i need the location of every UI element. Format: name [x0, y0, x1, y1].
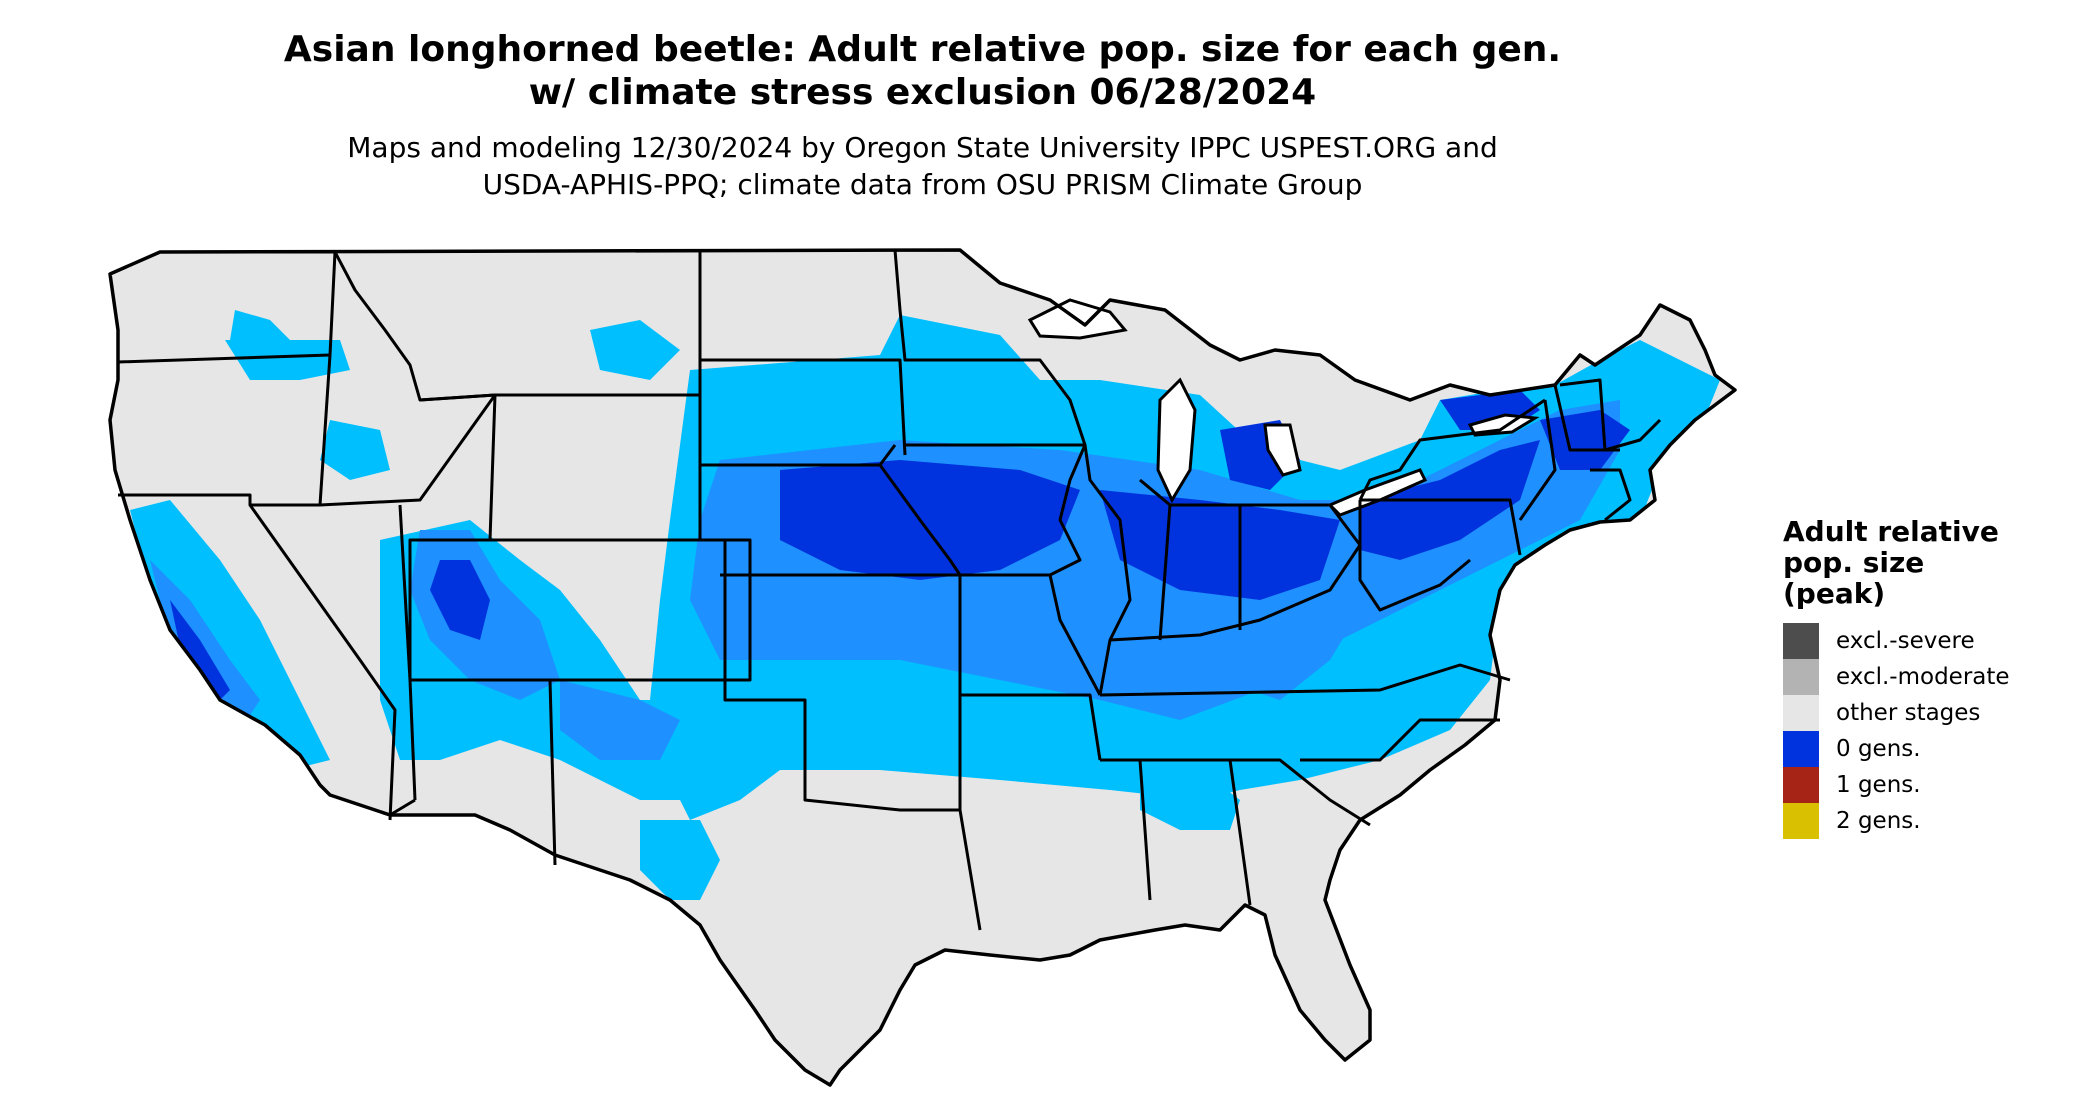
map-title-line-1: Asian longhorned beetle: Adult relative … — [283, 29, 1562, 70]
legend-item-1-gens: 1 gens. — [1783, 767, 2083, 803]
legend-item-0-gens: 0 gens. — [1783, 731, 2083, 767]
lake-huron — [1263, 423, 1302, 477]
legend-title-line-2: pop. size — [1783, 546, 1925, 579]
lake-michigan — [1156, 377, 1197, 504]
map-subtitle-line-1: Maps and modeling 12/30/2024 by Oregon S… — [347, 131, 1498, 164]
legend-title-line-3: (peak) — [1783, 577, 1886, 610]
legend-label: excl.-severe — [1836, 628, 1975, 654]
legend-item-2-gens: 2 gens. — [1783, 803, 2083, 839]
national-border — [108, 248, 1737, 1087]
legend-label: 2 gens. — [1836, 808, 1921, 834]
legend-swatch — [1783, 803, 1819, 839]
state-borders — [117, 249, 1662, 931]
population-layers — [130, 310, 1720, 900]
legend-label: 0 gens. — [1836, 736, 1921, 762]
map-subtitle-line-2: USDA-APHIS-PPQ; climate data from OSU PR… — [482, 168, 1363, 201]
legend-title: Adult relative pop. size (peak) — [1783, 516, 2083, 609]
legend-item-excl-moderate: excl.-moderate — [1783, 659, 2083, 695]
legend-swatch — [1783, 767, 1819, 803]
legend-swatch — [1783, 623, 1819, 659]
legend-title-line-1: Adult relative — [1783, 515, 1999, 548]
dark-blue-zones — [170, 390, 1630, 705]
legend-swatch — [1783, 695, 1819, 731]
legend-swatch — [1783, 659, 1819, 695]
legend-item-other-stages: other stages — [1783, 695, 2083, 731]
legend-label: other stages — [1836, 700, 1981, 726]
map-title-line-2: w/ climate stress exclusion 06/28/2024 — [528, 72, 1317, 113]
legend-swatch — [1783, 731, 1819, 767]
legend-item-excl-severe: excl.-severe — [1783, 623, 2083, 659]
legend-items: excl.-severe excl.-moderate other stages… — [1783, 623, 2083, 839]
legend-label: 1 gens. — [1836, 772, 1921, 798]
legend-label: excl.-moderate — [1836, 664, 2010, 690]
map-legend: Adult relative pop. size (peak) excl.-se… — [1783, 516, 2083, 839]
